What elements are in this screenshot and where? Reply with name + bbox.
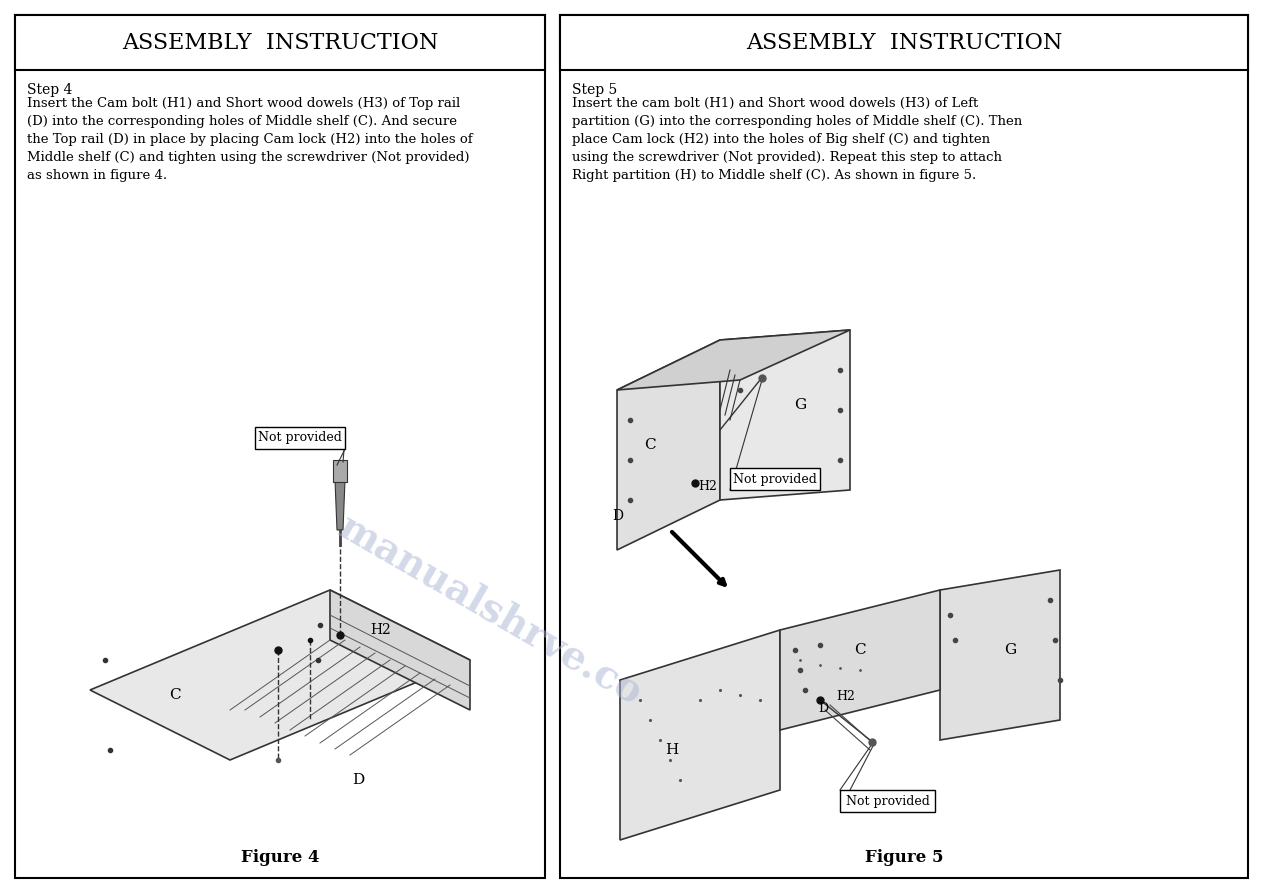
- Text: ASSEMBLY  INSTRUCTION: ASSEMBLY INSTRUCTION: [121, 32, 438, 54]
- Text: D: D: [613, 509, 624, 523]
- FancyBboxPatch shape: [15, 15, 546, 878]
- Text: H2: H2: [698, 480, 717, 493]
- Polygon shape: [618, 330, 850, 390]
- FancyBboxPatch shape: [255, 427, 345, 449]
- Text: Not provided: Not provided: [258, 431, 342, 445]
- Text: C: C: [644, 438, 655, 452]
- Text: G: G: [1004, 643, 1017, 657]
- FancyBboxPatch shape: [560, 15, 1248, 878]
- Text: Step 4: Step 4: [27, 83, 72, 97]
- Polygon shape: [720, 330, 850, 500]
- Text: Step 5: Step 5: [572, 83, 618, 97]
- Polygon shape: [330, 590, 470, 710]
- Text: H2: H2: [370, 623, 390, 637]
- FancyBboxPatch shape: [840, 790, 935, 812]
- Text: ASSEMBLY  INSTRUCTION: ASSEMBLY INSTRUCTION: [746, 32, 1062, 54]
- Polygon shape: [618, 340, 720, 550]
- Text: Insert the cam bolt (H1) and Short wood dowels (H3) of Left
partition (G) into t: Insert the cam bolt (H1) and Short wood …: [572, 97, 1022, 182]
- Polygon shape: [781, 590, 940, 730]
- Polygon shape: [335, 480, 345, 530]
- Text: H: H: [666, 743, 678, 757]
- Text: G: G: [794, 398, 806, 412]
- FancyBboxPatch shape: [730, 468, 820, 490]
- Text: D: D: [352, 773, 364, 787]
- Polygon shape: [90, 590, 470, 760]
- Text: C: C: [169, 688, 181, 702]
- Text: D: D: [818, 703, 829, 715]
- Text: manualshrve.co: manualshrve.co: [331, 507, 648, 713]
- Text: Figure 4: Figure 4: [241, 849, 320, 866]
- Text: Figure 5: Figure 5: [865, 849, 943, 866]
- Text: Not provided: Not provided: [845, 795, 930, 807]
- FancyBboxPatch shape: [15, 15, 546, 70]
- Text: Not provided: Not provided: [733, 472, 817, 486]
- Polygon shape: [333, 460, 347, 482]
- Text: C: C: [854, 643, 866, 657]
- FancyBboxPatch shape: [560, 15, 1248, 70]
- Polygon shape: [940, 570, 1060, 740]
- Text: H2: H2: [836, 689, 855, 703]
- Text: Insert the Cam bolt (H1) and Short wood dowels (H3) of Top rail
(D) into the cor: Insert the Cam bolt (H1) and Short wood …: [27, 97, 472, 182]
- Polygon shape: [620, 630, 781, 840]
